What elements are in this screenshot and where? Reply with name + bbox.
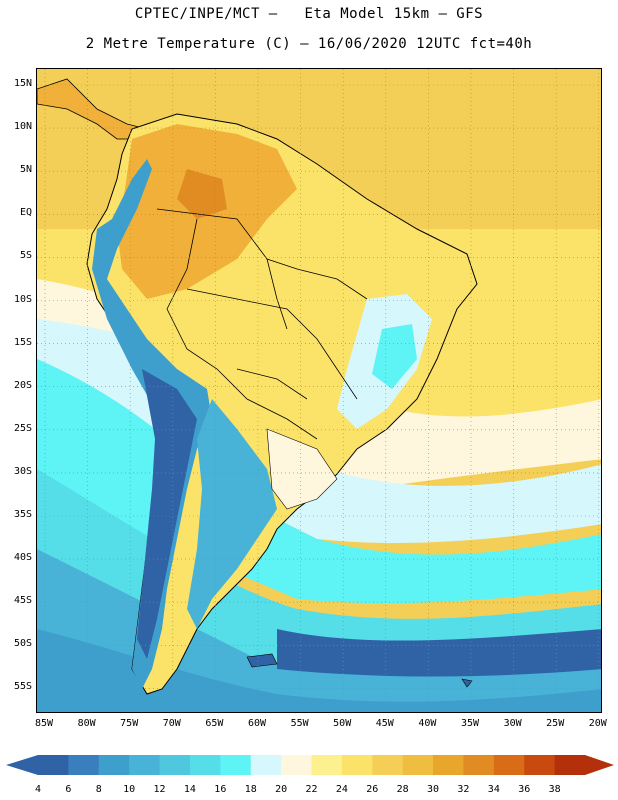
lat-label: 50S [13,638,32,650]
colorbar-tick-label: 12 [153,784,166,795]
colorbar-tick-label: 30 [427,784,440,795]
south-georgia [461,678,473,688]
colorbar-tick-label: 20 [275,784,288,795]
colorbar-tick-label: 14 [183,784,196,795]
colorbar-swatch [250,755,282,775]
colorbar-tick-label: 38 [548,784,561,795]
colorbar-left-arrow [6,755,38,775]
lat-label: 25S [13,422,32,434]
chart-title: CPTEC/INPE/MCT – Eta Model 15km – GFS [134,6,484,22]
lon-label: 75W [120,718,139,729]
map-panel [36,68,602,713]
colorbar-tick-label: 28 [396,784,409,795]
colorbar-tick-label: 32 [457,784,470,795]
colorbar-swatch [159,755,191,775]
lon-label: 40W [418,718,437,729]
lat-label: 55S [13,681,32,693]
colorbar-tick-label: 18 [244,784,257,795]
colorbar-swatch [281,755,312,775]
colorbar-swatch [98,755,130,775]
temperature-map [37,69,601,712]
colorbar-tick-label: 24 [335,784,348,795]
colorbar-tick-label: 16 [214,784,227,795]
colorbar-swatch [311,755,343,775]
lat-label: 5N [19,164,32,176]
colorbar-swatch [220,755,252,775]
colorbar-swatch [372,755,404,775]
colorbar-swatch [493,755,525,775]
lon-label: 55W [290,718,309,729]
colorbar [6,755,614,775]
lat-label: 15N [13,78,32,89]
colorbar-swatch [38,755,69,775]
colorbar-tick-label: 26 [366,784,379,795]
lat-label: 35S [13,509,32,520]
lon-label: 50W [333,718,352,729]
colorbar-tick-label: 4 [34,784,42,795]
uruguay-region [266,428,338,510]
southern-cone-cold [187,399,277,629]
colorbar-swatch [341,755,373,775]
lon-label: 85W [34,718,54,729]
ocean-zone-10 [37,629,601,712]
lat-label: 40S [13,552,32,564]
lat-label: 30S [13,465,32,477]
lat-label: 15S [13,336,32,348]
chart-subtitle: 2 Metre Temperature (C) – 16/06/2020 12U… [85,36,533,52]
colorbar-swatch [554,755,586,775]
colorbar-tick-label: 6 [65,784,72,795]
lon-label: 45W [375,718,394,729]
lon-label: 70W [162,718,181,729]
country-borders [156,208,368,440]
colorbar-swatch [524,755,556,775]
lat-label: 10N [13,121,32,133]
lon-label: 65W [205,718,224,729]
andes-coldest-band [137,369,197,659]
lat-label: 20S [13,379,32,391]
colorbar-swatch [68,755,100,775]
colorbar-tick-label: 8 [95,784,102,795]
lon-label: 80W [77,718,96,729]
lat-label: 5S [19,250,32,262]
lat-label: 10S [13,293,32,305]
lat-label: EQ [19,207,32,219]
colorbar-tick-label: 22 [305,784,318,795]
colorbar-right-arrow [585,755,614,775]
lon-label: 35W [460,718,480,729]
colorbar-swatch [402,755,434,775]
colorbar-swatch [433,755,464,775]
colorbar-tick-label: 36 [518,784,531,795]
colorbar-tick-label: 10 [123,784,136,795]
land-cold-east [372,324,417,389]
land-hottest-zone [177,169,227,219]
lon-label: 60W [247,718,267,729]
lat-label: 45S [13,595,32,607]
falkland-islands [246,653,278,668]
lon-label: 30W [503,718,522,729]
colorbar-tick-label: 34 [487,784,500,795]
lon-label: 20W [588,718,607,729]
colorbar-swatch [463,755,495,775]
colorbar-swatch [129,755,161,775]
lon-label: 25W [546,718,565,729]
ocean-zone-6 [277,629,601,677]
colorbar-swatch [189,755,221,775]
